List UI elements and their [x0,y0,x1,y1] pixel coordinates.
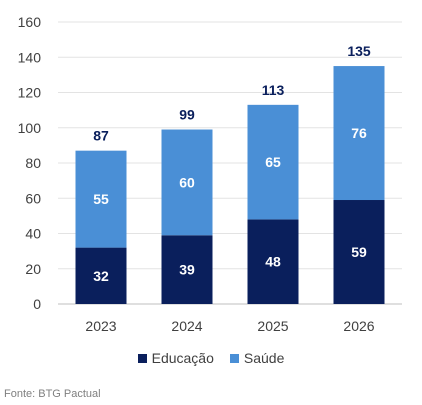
segment-value-label: 60 [179,174,195,190]
bar-segment [333,66,385,201]
segment-value-label: 59 [351,244,367,260]
segment-value-label: 55 [93,191,109,207]
legend: Educação Saúde [0,350,422,366]
x-axis: 2023 2024 2025 2026 [85,318,374,334]
legend-item-educacao: Educação [137,350,214,366]
total-value-label: 135 [347,43,371,59]
source-note: Fonte: BTG Pactual [4,388,101,400]
x-tick-label: 2023 [85,318,116,334]
bars: 32 55 87 39 60 99 48 65 113 59 76 135 [75,43,385,304]
segment-value-label: 48 [265,254,281,270]
x-tick-label: 2024 [171,318,202,334]
total-value-label: 87 [93,128,109,144]
y-tick-label: 20 [25,261,41,277]
legend-label-educacao: Educação [151,350,214,366]
bar-segment [75,150,127,248]
segment-value-label: 39 [179,262,195,278]
y-tick-label: 40 [25,226,41,242]
legend-swatch-educacao [137,353,147,363]
legend-swatch-saude [229,353,239,363]
bar-segment [75,247,127,304]
segment-value-label: 32 [93,268,109,284]
x-tick-label: 2025 [257,318,288,334]
bar-segment [161,129,213,236]
y-tick-label: 140 [18,49,42,65]
legend-label-saude: Saúde [243,350,285,366]
total-value-label: 99 [179,107,195,123]
segment-value-label: 65 [265,154,281,170]
y-tick-label: 100 [18,120,42,136]
y-tick-label: 0 [33,296,41,312]
y-axis: 0 20 40 60 80 100 120 140 160 [18,14,42,312]
stacked-bar-chart: 0 20 40 60 80 100 120 140 160 32 55 87 39 60 99 48 65 11… [18,14,402,334]
x-tick-label: 2026 [343,318,374,334]
bar-segment [247,104,299,220]
y-tick-label: 80 [25,155,41,171]
y-tick-label: 160 [18,14,42,30]
bar-segment [333,200,385,304]
bar-segment [247,219,299,304]
segment-value-label: 76 [351,125,367,141]
bar-segment [161,235,213,304]
y-tick-label: 120 [18,85,42,101]
total-value-label: 113 [262,82,285,98]
y-tick-label: 60 [25,190,41,206]
legend-item-saude: Saúde [229,350,285,366]
